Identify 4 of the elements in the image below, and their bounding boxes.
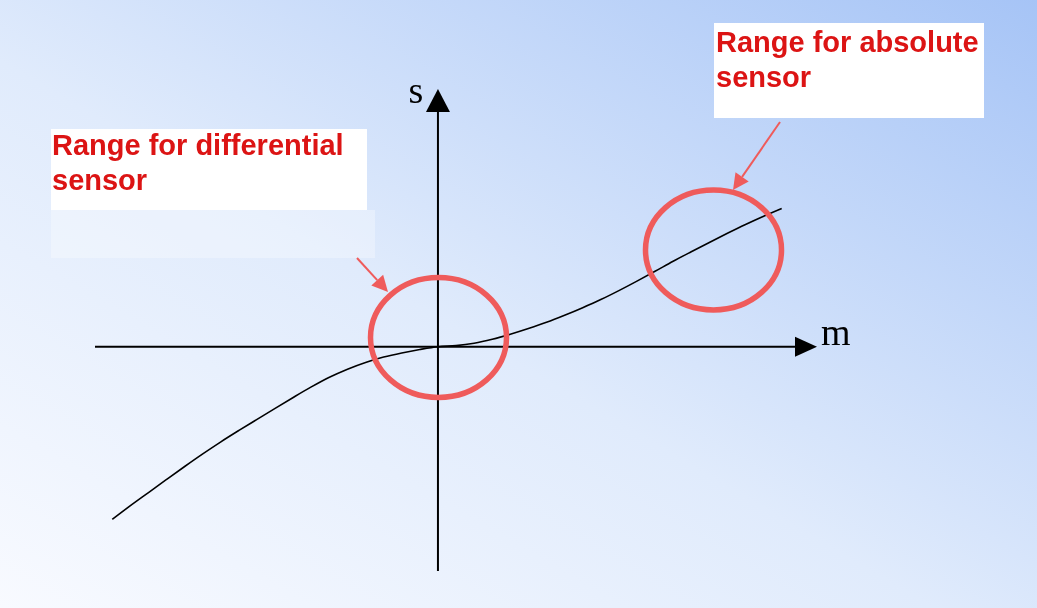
- x-axis-title: m: [821, 311, 851, 353]
- text: Range for differential sensor: [52, 129, 344, 196]
- y-axis-title: s: [408, 69, 424, 111]
- text: Range for absolute sensor: [716, 26, 979, 93]
